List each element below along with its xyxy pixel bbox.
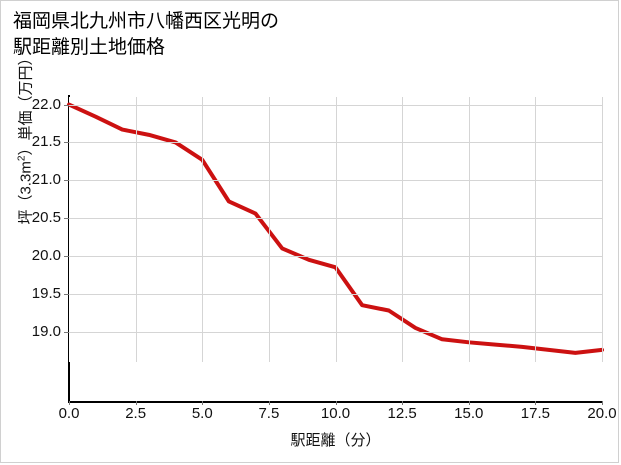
y-tick-label: 19.0 xyxy=(31,322,61,340)
y-tick-mark xyxy=(64,180,69,182)
gridline-vertical xyxy=(335,97,337,362)
x-tick-label: 10.0 xyxy=(320,405,351,422)
chart-title: 福岡県北九州市八幡西区光明の 駅距離別土地価格 xyxy=(13,11,280,58)
gridline-vertical xyxy=(268,97,270,362)
y-tick-mark xyxy=(64,293,69,295)
x-tick-mark xyxy=(468,401,470,405)
gridline-vertical xyxy=(135,97,137,362)
x-tick-label: 0.0 xyxy=(58,405,80,422)
y-tick-label: 22.0 xyxy=(31,95,61,113)
y-tick-label: 19.5 xyxy=(31,284,61,302)
gridline-vertical xyxy=(535,97,537,362)
x-tick-label: 2.5 xyxy=(125,405,147,422)
gridline-vertical xyxy=(202,97,204,362)
y-tick-label: 20.5 xyxy=(31,209,61,227)
x-tick-label: 17.5 xyxy=(520,405,550,422)
y-tick-label: 21.5 xyxy=(31,133,61,151)
plot-area xyxy=(67,97,604,362)
y-tick-mark xyxy=(64,104,69,106)
x-tick-label: 5.0 xyxy=(191,405,213,422)
y-tick-label: 20.0 xyxy=(31,247,61,264)
x-tick-label: 20.0 xyxy=(587,405,617,422)
x-tick-mark xyxy=(268,401,270,405)
x-tick-label: 7.5 xyxy=(258,405,280,422)
x-tick-label: 15.0 xyxy=(454,405,484,422)
y-tick-label: 21.0 xyxy=(31,171,61,189)
y-tick-mark xyxy=(64,218,69,220)
x-tick-mark xyxy=(535,401,537,405)
x-tick-mark xyxy=(335,401,337,405)
x-axis-label: 駅距離（分） xyxy=(290,432,381,449)
x-tick-mark xyxy=(602,401,603,405)
x-tick-mark xyxy=(402,401,404,405)
gridline-vertical xyxy=(402,97,404,362)
x-tick-label: 12.5 xyxy=(387,405,417,422)
gridline-vertical xyxy=(468,97,470,362)
x-tick-mark xyxy=(69,401,70,405)
y-tick-mark xyxy=(64,256,69,257)
y-tick-mark xyxy=(64,331,69,333)
x-tick-mark xyxy=(135,401,137,405)
gridline-vertical xyxy=(602,97,603,362)
y-tick-mark xyxy=(64,142,69,144)
y-axis-label: 坪（3.3m2）単価（万円） xyxy=(16,50,35,225)
x-tick-mark xyxy=(202,401,204,405)
